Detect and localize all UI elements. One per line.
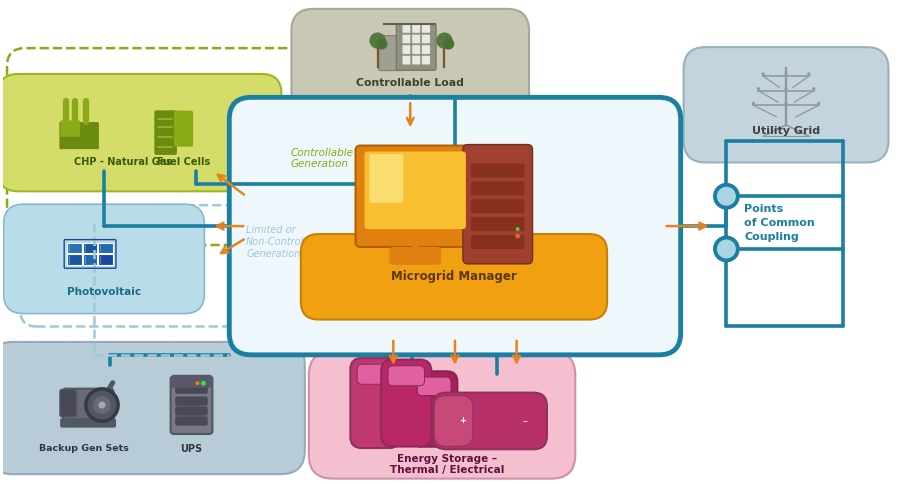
FancyBboxPatch shape xyxy=(60,418,116,428)
FancyBboxPatch shape xyxy=(176,384,208,394)
Text: Points
of Common
Coupling: Points of Common Coupling xyxy=(744,204,815,242)
FancyBboxPatch shape xyxy=(60,121,80,137)
FancyBboxPatch shape xyxy=(176,407,208,416)
Text: Energy Storage –: Energy Storage – xyxy=(397,454,497,464)
Circle shape xyxy=(86,389,118,421)
FancyBboxPatch shape xyxy=(301,234,608,319)
FancyBboxPatch shape xyxy=(83,255,97,265)
FancyBboxPatch shape xyxy=(370,154,403,203)
FancyBboxPatch shape xyxy=(471,235,525,249)
FancyBboxPatch shape xyxy=(412,34,420,44)
FancyBboxPatch shape xyxy=(176,396,208,406)
Text: Limited or
Non-Controllable
Generation: Limited or Non-Controllable Generation xyxy=(247,226,328,258)
Circle shape xyxy=(761,73,765,76)
FancyBboxPatch shape xyxy=(434,395,473,446)
FancyBboxPatch shape xyxy=(63,389,113,422)
FancyBboxPatch shape xyxy=(230,97,680,355)
FancyBboxPatch shape xyxy=(292,9,529,117)
Circle shape xyxy=(443,38,454,49)
FancyBboxPatch shape xyxy=(171,376,212,434)
Circle shape xyxy=(516,227,519,231)
FancyBboxPatch shape xyxy=(350,358,400,448)
Circle shape xyxy=(201,381,206,386)
FancyBboxPatch shape xyxy=(422,56,430,65)
FancyBboxPatch shape xyxy=(471,164,525,177)
Circle shape xyxy=(515,234,520,239)
Text: Utility Grid: Utility Grid xyxy=(752,126,820,136)
FancyBboxPatch shape xyxy=(174,111,194,147)
FancyBboxPatch shape xyxy=(418,377,451,395)
FancyBboxPatch shape xyxy=(379,36,402,71)
FancyBboxPatch shape xyxy=(422,34,430,44)
FancyBboxPatch shape xyxy=(83,242,97,254)
FancyBboxPatch shape xyxy=(98,242,113,254)
FancyBboxPatch shape xyxy=(410,371,457,447)
FancyBboxPatch shape xyxy=(0,342,305,474)
Text: CHP - Natural Gas: CHP - Natural Gas xyxy=(74,157,172,167)
Circle shape xyxy=(195,381,200,385)
FancyBboxPatch shape xyxy=(396,24,436,70)
FancyBboxPatch shape xyxy=(309,351,575,479)
Text: +: + xyxy=(459,416,466,425)
FancyBboxPatch shape xyxy=(4,204,204,314)
FancyBboxPatch shape xyxy=(412,45,420,54)
FancyBboxPatch shape xyxy=(176,416,208,425)
FancyBboxPatch shape xyxy=(402,34,410,44)
Circle shape xyxy=(807,73,811,76)
Circle shape xyxy=(436,32,453,49)
FancyBboxPatch shape xyxy=(422,45,430,54)
Circle shape xyxy=(715,238,738,260)
FancyBboxPatch shape xyxy=(0,74,282,191)
FancyBboxPatch shape xyxy=(68,242,82,254)
Circle shape xyxy=(715,185,738,208)
Text: Photovoltaic: Photovoltaic xyxy=(67,287,141,297)
Text: UPS: UPS xyxy=(180,444,202,454)
Circle shape xyxy=(752,102,755,105)
FancyBboxPatch shape xyxy=(422,24,430,33)
FancyBboxPatch shape xyxy=(402,24,410,33)
Circle shape xyxy=(785,102,788,105)
Circle shape xyxy=(757,87,760,91)
Text: Controllable Load: Controllable Load xyxy=(356,78,464,88)
Text: Backup Gen Sets: Backup Gen Sets xyxy=(40,444,129,454)
FancyBboxPatch shape xyxy=(412,24,420,33)
Text: –: – xyxy=(522,416,527,426)
Circle shape xyxy=(98,402,105,408)
Circle shape xyxy=(812,87,815,91)
FancyBboxPatch shape xyxy=(463,145,533,264)
Text: Fuel Cells: Fuel Cells xyxy=(157,157,210,167)
Text: Thermal / Electrical: Thermal / Electrical xyxy=(390,465,504,475)
FancyBboxPatch shape xyxy=(412,56,420,65)
FancyBboxPatch shape xyxy=(388,366,425,386)
Circle shape xyxy=(785,73,788,76)
FancyBboxPatch shape xyxy=(172,375,212,388)
FancyBboxPatch shape xyxy=(357,364,393,384)
FancyBboxPatch shape xyxy=(59,122,99,149)
FancyBboxPatch shape xyxy=(471,182,525,195)
Circle shape xyxy=(817,102,820,105)
FancyBboxPatch shape xyxy=(402,45,410,54)
Circle shape xyxy=(785,87,788,91)
FancyBboxPatch shape xyxy=(402,56,410,65)
Text: Controllable
Generation: Controllable Generation xyxy=(291,148,354,169)
FancyBboxPatch shape xyxy=(364,151,466,229)
Circle shape xyxy=(370,32,386,49)
FancyBboxPatch shape xyxy=(98,255,113,265)
Text: Microgrid Manager: Microgrid Manager xyxy=(392,270,517,283)
FancyBboxPatch shape xyxy=(471,217,525,231)
FancyBboxPatch shape xyxy=(471,199,525,213)
FancyBboxPatch shape xyxy=(684,47,888,163)
FancyBboxPatch shape xyxy=(68,255,82,265)
FancyBboxPatch shape xyxy=(356,146,475,247)
FancyBboxPatch shape xyxy=(60,390,76,417)
FancyBboxPatch shape xyxy=(155,110,177,155)
FancyBboxPatch shape xyxy=(390,247,441,265)
Circle shape xyxy=(376,38,387,49)
Circle shape xyxy=(93,396,111,414)
FancyBboxPatch shape xyxy=(382,360,431,447)
FancyBboxPatch shape xyxy=(433,393,547,449)
